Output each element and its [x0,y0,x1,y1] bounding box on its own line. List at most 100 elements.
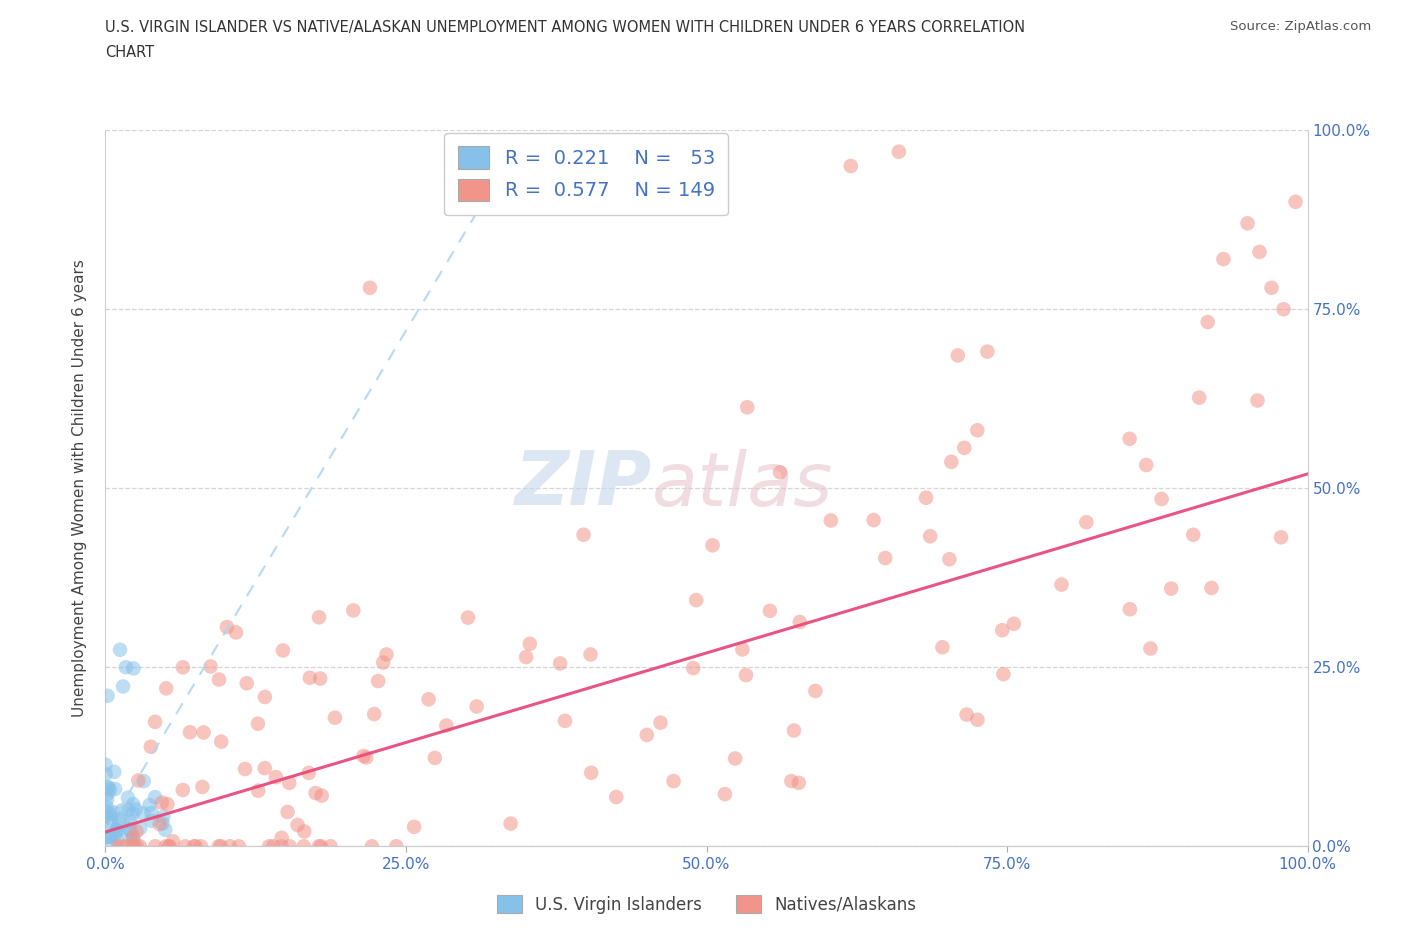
Point [149,817,172,831]
Point [780,774,803,789]
Point [179,724,201,739]
Point [554,713,576,728]
Point [120,825,142,840]
Point [323,711,346,725]
Point [108,643,131,658]
Point [356,751,378,765]
Point [342,603,364,618]
Point [129,839,152,854]
Point [515,649,537,664]
Point [941,455,963,470]
Point [1002,617,1025,631]
Point [191,779,214,794]
Point [122,832,145,847]
Point [804,684,827,698]
Text: atlas: atlas [652,448,834,521]
Point [96,800,118,815]
Point [209,839,232,854]
Point [122,797,145,812]
Point [253,761,276,776]
Point [155,681,177,696]
Point [111,839,134,854]
Point [938,551,960,566]
Point [375,647,398,662]
Point [98,817,121,831]
Point [360,839,382,854]
Text: CHART: CHART [105,45,155,60]
Point [132,806,155,821]
Point [101,813,124,828]
Point [105,823,128,838]
Point [111,679,134,694]
Point [662,774,685,789]
Point [96,792,118,807]
Point [1119,602,1142,617]
Point [292,839,315,854]
Point [418,692,440,707]
Point [143,790,166,804]
Point [228,839,250,854]
Point [262,839,284,854]
Point [311,788,333,803]
Point [499,817,522,831]
Point [363,707,385,722]
Point [724,751,747,766]
Point [98,806,121,821]
Point [976,344,998,359]
Point [264,770,287,785]
Point [735,668,758,683]
Point [246,716,269,731]
Point [172,660,194,675]
Point [373,655,395,670]
Point [253,689,276,704]
Y-axis label: Unemployment Among Women with Children Under 6 years: Unemployment Among Women with Children U… [72,259,87,717]
Point [101,822,124,837]
Point [1135,458,1157,472]
Point [103,764,125,779]
Point [94,766,117,781]
Point [1284,194,1306,209]
Point [385,839,408,854]
Point [117,803,139,817]
Point [122,830,145,844]
Point [208,839,231,854]
Point [319,839,342,854]
Point [215,619,238,634]
Point [1246,393,1268,408]
Point [953,441,976,456]
Point [105,826,128,841]
Point [122,839,145,854]
Point [1212,252,1234,267]
Point [94,757,117,772]
Point [298,671,321,685]
Point [97,787,120,802]
Point [96,830,118,844]
Point [141,813,163,828]
Point [219,839,242,854]
Point [1160,581,1182,596]
Point [359,280,381,295]
Text: U.S. VIRGIN ISLANDER VS NATIVE/ALASKAN UNEMPLOYMENT AMONG WOMEN WITH CHILDREN UN: U.S. VIRGIN ISLANDER VS NATIVE/ALASKAN U… [105,20,1025,35]
Point [548,656,571,671]
Point [920,529,942,544]
Point [1118,432,1140,446]
Point [100,836,122,851]
Point [1272,302,1295,317]
Point [308,839,330,854]
Point [789,615,811,630]
Point [122,661,145,676]
Point [966,423,988,438]
Point [150,795,173,810]
Point [287,817,309,832]
Point [114,659,136,674]
Point [1050,578,1073,592]
Point [581,765,603,780]
Point [111,817,134,831]
Point [270,839,292,854]
Point [143,839,166,854]
Point [993,667,1015,682]
Point [190,839,212,854]
Point [247,783,270,798]
Point [966,712,988,727]
Point [139,739,162,754]
